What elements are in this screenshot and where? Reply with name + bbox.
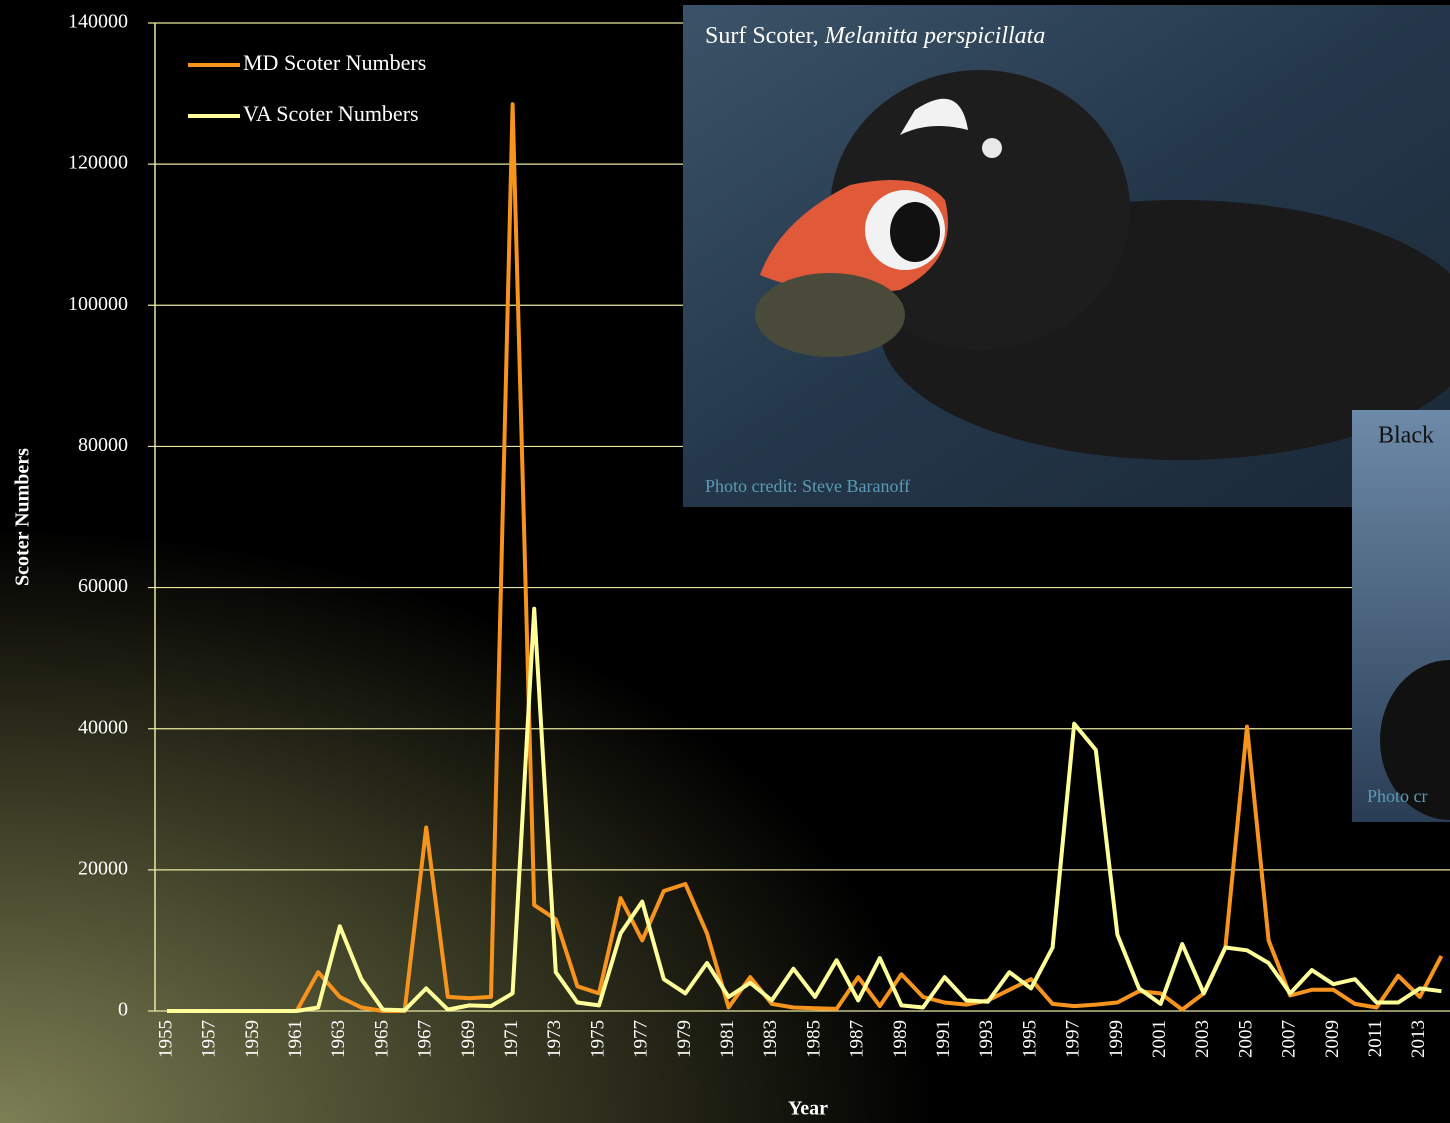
clam [755, 273, 905, 357]
y-tick-label: 20000 [78, 857, 128, 879]
x-tick-label: 1967 [415, 1020, 436, 1058]
x-tick-label: 1975 [587, 1020, 608, 1058]
y-tick-label: 40000 [78, 716, 128, 738]
y-tick-label: 0 [118, 999, 128, 1021]
x-tick-label: 1995 [1019, 1020, 1040, 1058]
photo-credit: Photo cr [1367, 786, 1428, 806]
x-tick-label: 1977 [631, 1020, 652, 1058]
x-tick-label: 1989 [890, 1020, 911, 1058]
data-line [167, 102, 1444, 1013]
data-line [167, 606, 1442, 1013]
x-tick-label: 1991 [933, 1020, 954, 1058]
x-tick-label: 2001 [1149, 1020, 1170, 1058]
head-patch [900, 98, 968, 135]
x-tick-label: 1969 [458, 1020, 479, 1058]
x-tick-label: 1973 [544, 1020, 565, 1058]
x-tick-label: 1993 [976, 1020, 997, 1058]
x-tick-label: 1983 [760, 1020, 781, 1058]
y-tick-label: 100000 [68, 293, 128, 315]
y-tick-label: 140000 [68, 11, 128, 33]
y-tick-label: 60000 [78, 575, 128, 597]
y-axis-title: Scoter Numbers [12, 448, 34, 586]
caption-common: Surf Scoter, [705, 23, 819, 49]
caption-species: Melanitta perspicillata [824, 23, 1046, 49]
x-tick-label: 1965 [371, 1020, 392, 1058]
x-tick-label: 1987 [847, 1020, 868, 1058]
bill-spot [890, 202, 940, 262]
photo-black-scoter: Black Photo cr [1352, 410, 1450, 822]
photo-surf-scoter: Surf Scoter, Melanitta perspicillata Pho… [683, 5, 1450, 507]
eye [982, 138, 1002, 158]
x-tick-label: 1961 [285, 1020, 306, 1058]
x-tick-label: 2009 [1322, 1020, 1343, 1058]
y-tick-label: 120000 [68, 152, 128, 174]
x-axis-title: Year [788, 1098, 828, 1120]
photos: Surf Scoter, Melanitta perspicillata Pho… [683, 5, 1450, 822]
x-tick-label: 1985 [803, 1020, 824, 1058]
x-tick-label: 1959 [242, 1020, 263, 1058]
x-tick-label: 1979 [674, 1020, 695, 1058]
x-tick-label: 1997 [1063, 1020, 1084, 1058]
x-tick-label: 1971 [501, 1020, 522, 1058]
x-tick-label: 1957 [199, 1020, 220, 1058]
x-tick-label: 2003 [1192, 1020, 1213, 1058]
photo-caption: Surf Scoter, Melanitta perspicillata [705, 23, 1045, 49]
legend-label: MD Scoter Numbers [243, 50, 426, 75]
x-tick-label: 2011 [1365, 1020, 1386, 1057]
x-tick-label: 1963 [328, 1020, 349, 1058]
x-tick-label: 2013 [1408, 1020, 1429, 1058]
x-tick-label: 2005 [1235, 1020, 1256, 1058]
y-tick-label: 80000 [78, 434, 128, 456]
x-tick-label: 1999 [1106, 1020, 1127, 1058]
photo-credit: Photo credit: Steve Baranoff [705, 476, 910, 496]
bird-body [1380, 660, 1450, 820]
photo-caption: Black [1378, 423, 1434, 449]
x-tick-label: 1981 [717, 1020, 738, 1058]
x-tick-label: 2007 [1279, 1020, 1300, 1058]
x-tick-label: 1955 [155, 1020, 176, 1058]
legend-label: VA Scoter Numbers [243, 101, 419, 126]
